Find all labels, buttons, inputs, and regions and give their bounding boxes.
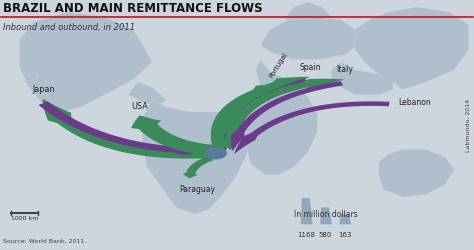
Text: Lebanon: Lebanon [399, 98, 431, 106]
Polygon shape [128, 83, 166, 108]
Polygon shape [183, 156, 213, 178]
Polygon shape [224, 80, 344, 149]
Polygon shape [131, 116, 217, 156]
Polygon shape [211, 85, 284, 149]
Polygon shape [320, 208, 332, 224]
Text: 163: 163 [338, 231, 351, 237]
Text: USA: USA [132, 101, 148, 110]
Text: 1168: 1168 [297, 231, 315, 237]
Text: Japan: Japan [32, 84, 55, 93]
Text: BRAZIL AND MAIN REMITTANCE FLOWS: BRAZIL AND MAIN REMITTANCE FLOWS [3, 2, 263, 15]
Polygon shape [261, 18, 360, 60]
Polygon shape [379, 150, 455, 197]
Polygon shape [246, 60, 318, 175]
Polygon shape [301, 198, 313, 224]
Text: Italy: Italy [337, 64, 353, 73]
Text: Inbound and outbound, in 2011: Inbound and outbound, in 2011 [3, 23, 135, 32]
Text: Spain: Spain [300, 62, 321, 72]
Polygon shape [231, 82, 343, 151]
Ellipse shape [25, 73, 37, 85]
Text: 1000 km: 1000 km [10, 215, 38, 220]
Polygon shape [234, 102, 390, 154]
Text: Source: World Bank, 2011.: Source: World Bank, 2011. [3, 238, 86, 243]
Polygon shape [143, 100, 251, 214]
Polygon shape [218, 87, 285, 151]
Polygon shape [38, 102, 216, 155]
Polygon shape [339, 214, 351, 224]
Polygon shape [224, 79, 309, 150]
Text: Portugal: Portugal [268, 51, 289, 78]
Text: Labmundo, 2014: Labmundo, 2014 [466, 98, 471, 152]
Polygon shape [43, 100, 217, 159]
Text: In million dollars: In million dollars [294, 209, 357, 218]
Text: Paraguay: Paraguay [179, 184, 215, 193]
Polygon shape [355, 8, 469, 90]
Polygon shape [217, 78, 309, 149]
Polygon shape [331, 63, 393, 95]
Text: 580: 580 [319, 231, 332, 237]
Polygon shape [19, 13, 152, 112]
Circle shape [205, 148, 226, 159]
Polygon shape [284, 3, 331, 20]
